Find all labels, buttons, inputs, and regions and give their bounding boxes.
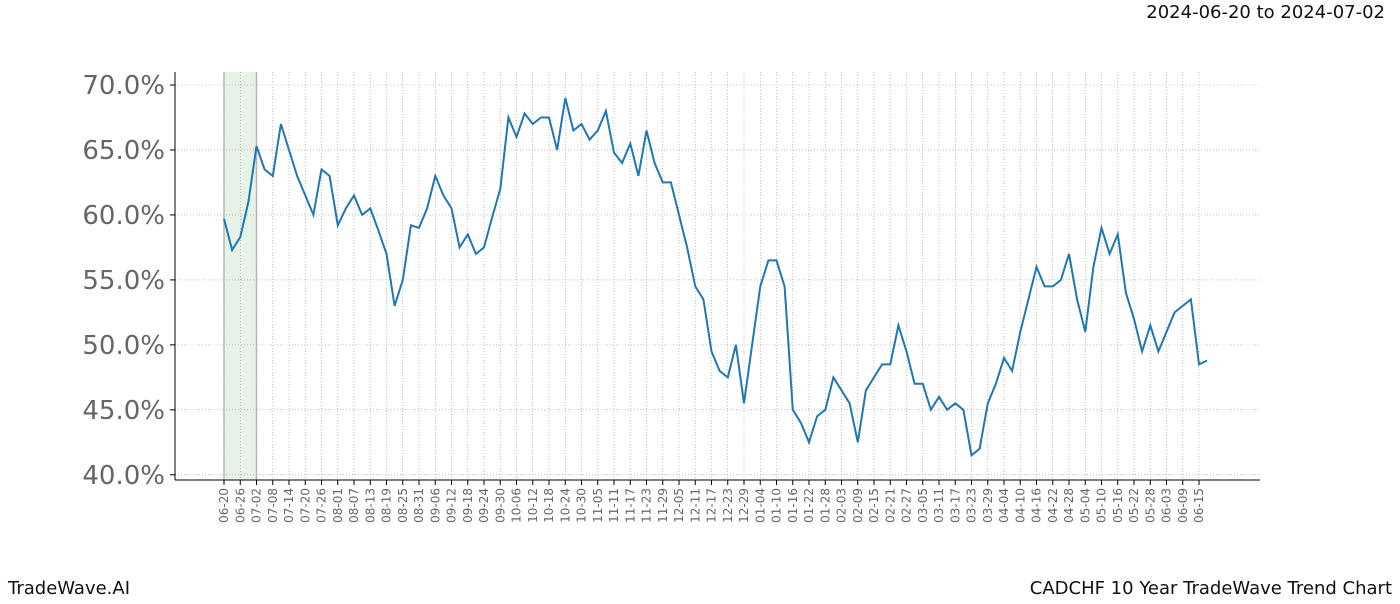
x-tick-label: 06-09 (1176, 488, 1190, 523)
x-tick-label: 03-23 (965, 488, 979, 523)
x-tick-label: 08-07 (347, 488, 361, 523)
x-tick-label: 02-09 (851, 488, 865, 523)
x-tick-label: 04-28 (1062, 488, 1076, 523)
x-tick-label: 02-15 (867, 488, 881, 523)
x-tick-label: 01-16 (786, 488, 800, 523)
x-tick-label: 12-17 (705, 488, 719, 523)
x-tick-label: 08-19 (380, 488, 394, 523)
x-tick-label: 09-30 (493, 488, 507, 523)
brand: TradeWave.AI (7, 578, 130, 599)
x-tick-label: 04-04 (997, 488, 1011, 523)
y-tick-label: 60.0% (82, 201, 165, 231)
x-tick-label: 09-18 (461, 488, 475, 523)
x-tick-label: 10-12 (526, 488, 540, 523)
x-tick-label: 07-26 (315, 488, 329, 523)
x-tick-label: 03-29 (981, 488, 995, 523)
y-tick-label: 40.0% (82, 461, 165, 491)
y-tick-label: 65.0% (82, 136, 165, 166)
x-tick-label: 06-20 (217, 488, 231, 523)
x-tick-label: 03-05 (916, 488, 930, 523)
x-tick-label: 07-02 (250, 488, 264, 523)
x-tick-label: 11-29 (656, 488, 670, 523)
x-tick-label: 01-22 (802, 488, 816, 523)
x-tick-label: 02-03 (835, 488, 849, 523)
x-tick-label: 12-29 (737, 488, 751, 523)
y-tick-label: 45.0% (82, 396, 165, 426)
x-tick-label: 08-25 (396, 488, 410, 523)
x-tick-label: 11-23 (640, 488, 654, 523)
date-range: 2024-06-20 to 2024-07-02 (1146, 2, 1385, 23)
x-tick-label: 09-24 (477, 488, 491, 523)
x-tick-label: 02-21 (883, 488, 897, 523)
x-tick-label: 05-16 (1111, 488, 1125, 523)
x-tick-label: 11-11 (607, 488, 621, 523)
x-tick-label: 06-03 (1160, 488, 1174, 523)
x-tick-label: 02-27 (900, 488, 914, 523)
x-tick-label: 12-05 (672, 488, 686, 523)
y-tick-label: 50.0% (82, 331, 165, 361)
x-tick-label: 10-24 (558, 488, 572, 523)
x-tick-label: 04-22 (1046, 488, 1060, 523)
x-tick-label: 07-08 (266, 488, 280, 523)
x-tick-label: 06-26 (233, 488, 247, 523)
x-tick-label: 04-10 (1013, 488, 1027, 523)
x-tick-label: 12-23 (721, 488, 735, 523)
x-tick-label: 05-10 (1095, 488, 1109, 523)
x-tick-label: 01-04 (753, 488, 767, 523)
x-tick-label: 12-11 (688, 488, 702, 523)
x-tick-label: 01-28 (818, 488, 832, 523)
x-tick-label: 03-11 (932, 488, 946, 523)
x-tick-label: 08-13 (363, 488, 377, 523)
x-tick-label: 11-05 (591, 488, 605, 523)
x-tick-label: 09-12 (445, 488, 459, 523)
x-tick-label: 07-14 (282, 488, 296, 523)
x-tick-label: 10-18 (542, 488, 556, 523)
chart-caption: CADCHF 10 Year TradeWave Trend Chart (1030, 578, 1392, 599)
y-tick-label: 55.0% (82, 266, 165, 296)
x-tick-label: 05-22 (1127, 488, 1141, 523)
x-tick-label: 09-06 (428, 488, 442, 523)
x-tick-label: 05-04 (1078, 488, 1092, 523)
x-tick-label: 08-31 (412, 488, 426, 523)
x-tick-label: 06-15 (1192, 488, 1206, 523)
x-tick-label: 10-06 (510, 488, 524, 523)
x-tick-label: 04-16 (1030, 488, 1044, 523)
x-tick-label: 08-01 (331, 488, 345, 523)
x-tick-label: 03-17 (948, 488, 962, 523)
x-tick-label: 11-17 (623, 488, 637, 523)
y-tick-label: 70.0% (82, 71, 165, 101)
x-tick-label: 10-30 (575, 488, 589, 523)
x-tick-label: 05-28 (1143, 488, 1157, 523)
x-tick-label: 07-20 (298, 488, 312, 523)
trend-line (223, 97, 1208, 458)
x-tick-label: 01-10 (770, 488, 784, 523)
